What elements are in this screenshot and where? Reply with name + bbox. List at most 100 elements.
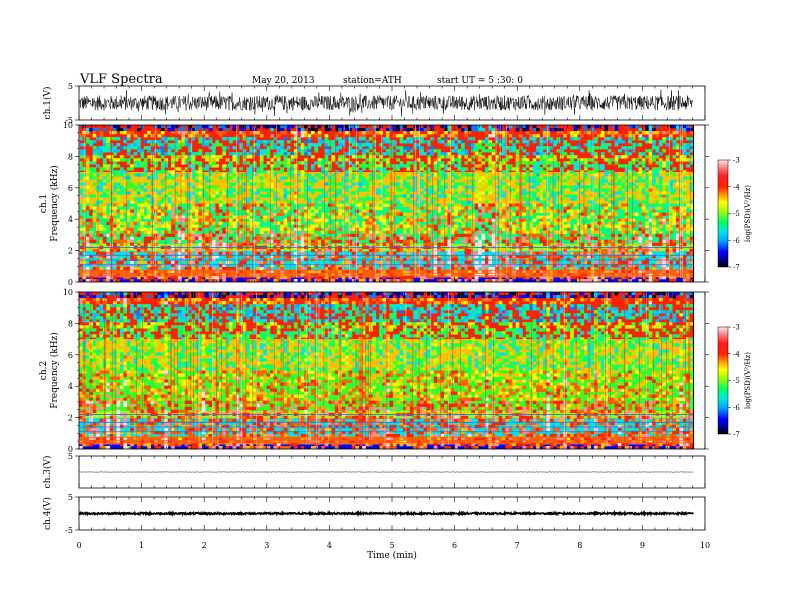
ch1-spectrogram-cell	[632, 225, 636, 228]
ch1-spectrogram-cell	[563, 267, 567, 270]
ch1-spectrogram-cell	[86, 240, 90, 243]
ch1-spectrogram-cell	[621, 194, 625, 197]
ch1-spectrogram-cell	[314, 134, 318, 137]
ch1-spectrogram-cell	[348, 149, 352, 152]
ch1-spectrogram-cell	[154, 173, 158, 176]
ch1-spectrogram-cell	[325, 161, 329, 164]
ch1-spectrogram-cell	[608, 161, 612, 164]
ch1-spectrogram-cell	[645, 258, 649, 261]
ch1-spectrogram-cell	[604, 210, 608, 213]
ch1-spectrogram-cell	[263, 143, 267, 146]
ch1-spectrogram-cell	[284, 191, 288, 194]
ch1-spectrogram-cell	[301, 213, 305, 216]
ch1-spectrogram-cell	[284, 219, 288, 222]
ch1-spectrogram-cell	[168, 146, 172, 149]
ch1-spectrogram-cell	[516, 164, 520, 167]
ch1-spectrogram-cell	[594, 167, 598, 170]
ch1-spectrogram-cell	[632, 188, 636, 191]
ch1-spectrogram-cell	[458, 194, 462, 197]
ch1-spectrogram-cell	[604, 131, 608, 134]
ch1-spectrogram-cell	[290, 164, 294, 167]
ch1-spectrogram-cell	[567, 176, 571, 179]
ch1-spectrogram-cell	[488, 158, 492, 161]
ch1-spectrogram-cell	[553, 128, 557, 131]
ch1-spectrogram-cell	[137, 158, 141, 161]
ch1-spectrogram-cell	[222, 131, 226, 134]
ch1-spectrogram-cell	[543, 237, 547, 240]
ch1-spectrogram-cell	[533, 158, 537, 161]
ch1-spectrogram-cell	[645, 140, 649, 143]
ch1-spectrogram-cell	[410, 219, 414, 222]
ch1-spectrogram-cell	[362, 155, 366, 158]
ch1-spectrogram-cell	[441, 249, 445, 252]
ch1-spectrogram-cell	[318, 131, 322, 134]
ch1-spectrogram-cell	[86, 158, 90, 161]
ch1-spectrogram-cell	[99, 204, 103, 207]
ch1-spectrogram-cell	[383, 146, 387, 149]
ch1-spectrogram-cell	[632, 237, 636, 240]
ch1-spectrogram-cell	[195, 252, 199, 255]
ch1-spectrogram-cell	[161, 197, 165, 200]
ch1-spectrogram-cell	[144, 231, 148, 234]
ch1-spectrogram-cell	[621, 240, 625, 243]
ch1-spectrogram-cell	[359, 128, 363, 131]
ch1-spectrogram-cell	[147, 231, 151, 234]
ch1-spectrogram-cell	[379, 267, 383, 270]
ch1-spectrogram-cell	[406, 240, 410, 243]
ch1-spectrogram-cell	[383, 222, 387, 225]
ch1-spectrogram-cell	[277, 252, 281, 255]
ch1-spectrogram-cell	[594, 125, 598, 128]
ch1-spectrogram-cell	[434, 225, 438, 228]
ch1-spectrogram-cell	[478, 231, 482, 234]
ch1-spectrogram-cell	[574, 146, 578, 149]
ch1-spectrogram-cell	[604, 240, 608, 243]
ch1-spectrogram-cell	[642, 228, 646, 231]
ch1-spectrogram-cell	[348, 167, 352, 170]
ch1-spectrogram-cell	[127, 200, 131, 203]
ch1-spectrogram-cell	[533, 261, 537, 264]
ch1-spectrogram-cell	[400, 240, 404, 243]
ch1-spectrogram-cell	[645, 182, 649, 185]
ch1-spectrogram-cell	[649, 125, 653, 128]
ch1-spectrogram-cell	[464, 219, 468, 222]
ch1-spectrogram-cell	[376, 249, 380, 252]
ch1-spectrogram-cell	[308, 216, 312, 219]
ch1-spectrogram-cell	[482, 128, 486, 131]
ch1-spectrogram-cell	[161, 252, 165, 255]
ch1-waveform-panel: 5-5ch.1(V)	[42, 82, 705, 125]
ch1-spectrogram-cell	[209, 158, 213, 161]
ch1-spectrogram-cell	[113, 170, 117, 173]
ch1-spectrogram-cell	[157, 207, 161, 210]
ch1-spectrogram-cell	[420, 167, 424, 170]
ch1-spectrogram-cell	[154, 149, 158, 152]
ch1-spectrogram-cell	[625, 188, 629, 191]
ch1-spectrogram-cell	[533, 207, 537, 210]
ch1-spectrogram-cell	[488, 185, 492, 188]
ch1-spectrogram-cell	[188, 191, 192, 194]
ch1-spectrogram-cell	[106, 179, 110, 182]
ch1-spectrogram-cell	[256, 167, 260, 170]
ch1-spectrogram-cell	[492, 188, 496, 191]
ch1-spectrogram-cell	[171, 164, 175, 167]
ch1-spectrogram-cell	[522, 210, 526, 213]
ch1-spectrogram-cell	[113, 225, 117, 228]
ch1-spectrogram-cell	[318, 252, 322, 255]
ch1-spectrogram-cell	[328, 128, 332, 131]
ch1-spectrogram-cell	[127, 276, 131, 279]
ch1-spectrogram-cell	[290, 137, 294, 140]
ch1-spectrogram-cell	[89, 237, 93, 240]
ch1-spectrogram-cell	[400, 258, 404, 261]
ch1-spectrogram-cell	[553, 173, 557, 176]
ch1-spectrogram-cell	[400, 261, 404, 264]
ch1-spectrogram-cell	[618, 234, 622, 237]
ch1-spectrogram-cell	[376, 231, 380, 234]
ch1-spectrogram-cell	[638, 170, 642, 173]
ch1-spectrogram-cell	[246, 179, 250, 182]
ch1-spectrogram-cell	[625, 225, 629, 228]
ch1-spectrogram-cell	[512, 143, 516, 146]
ch1-spectrogram-cell	[99, 194, 103, 197]
ch1-spectrogram-cell	[137, 204, 141, 207]
ch1-spectrogram-cell	[164, 134, 168, 137]
ch1-spectrogram-cell	[168, 252, 172, 255]
ch1-spectrogram-cell	[553, 197, 557, 200]
